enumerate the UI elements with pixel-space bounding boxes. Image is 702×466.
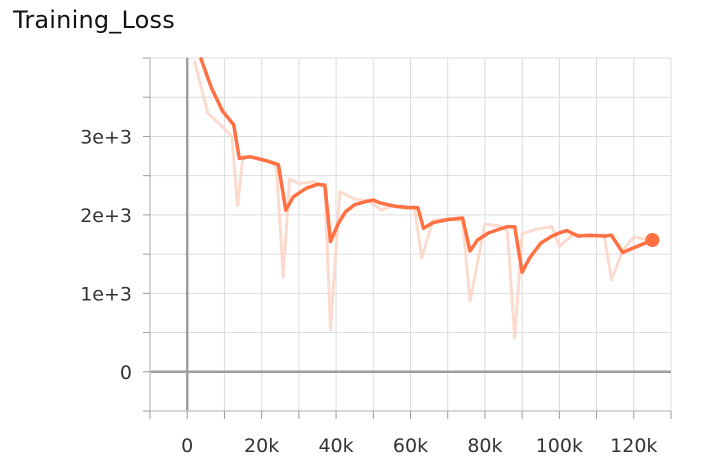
y-tick-label: 0 xyxy=(120,362,132,384)
x-tick-label: 80k xyxy=(467,435,502,457)
smoothed-loss-line xyxy=(199,57,655,274)
chart-title: Training_Loss xyxy=(13,6,175,34)
y-tick-label: 3e+3 xyxy=(80,126,132,148)
x-tick-label: 20k xyxy=(244,435,279,457)
series xyxy=(193,57,660,340)
x-tick-label: 0 xyxy=(181,435,193,457)
x-tick-label: 60k xyxy=(393,435,428,457)
y-tick-label: 1e+3 xyxy=(80,283,132,305)
y-tick-label: 2e+3 xyxy=(80,205,132,227)
x-tick-label: 40k xyxy=(318,435,353,457)
x-tick-label: 100k xyxy=(536,435,583,457)
raw-loss-line xyxy=(193,60,647,340)
tick-labels: 0 20k 40k 60k 80k 100k 120k 0 1e+3 2e+3 3e+3 xyxy=(80,126,657,457)
endpoint-marker xyxy=(645,232,660,247)
x-tick-label: 120k xyxy=(610,435,657,457)
tick-marks xyxy=(143,57,672,419)
